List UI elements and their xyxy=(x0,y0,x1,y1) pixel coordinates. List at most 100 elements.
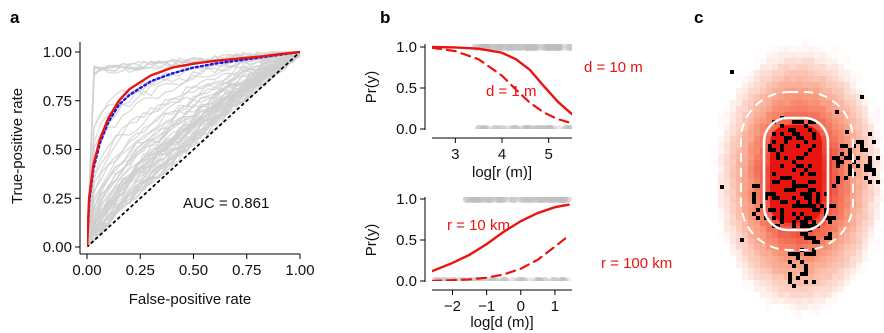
heatmap-cell xyxy=(802,100,808,106)
heatmap-cell xyxy=(820,82,826,88)
heatmap-cell xyxy=(838,52,844,58)
heatmap-cell xyxy=(742,280,748,286)
heatmap-cell xyxy=(808,64,814,70)
heatmap-cell xyxy=(880,226,884,232)
x-tick-label: 0.25 xyxy=(126,262,155,279)
heatmap-cell xyxy=(730,220,736,226)
x-ticks: 345 xyxy=(451,138,553,163)
heatmap-cell xyxy=(856,238,862,244)
occurrence-cell xyxy=(752,212,756,216)
heatmap-cell xyxy=(712,178,718,184)
occurrence-cell xyxy=(780,216,784,220)
occurrence-cell xyxy=(804,236,808,240)
heatmap-cell xyxy=(826,118,832,124)
occurrence-cell xyxy=(868,164,872,168)
heatmap-cell xyxy=(790,100,796,106)
heatmap-cell xyxy=(850,118,856,124)
heatmap-cell xyxy=(868,226,874,232)
occurrence-cell xyxy=(808,236,812,240)
heatmap-cell xyxy=(754,118,760,124)
occurrence-cell xyxy=(788,276,792,280)
occurrence-cell xyxy=(800,232,804,236)
occurrence-cell xyxy=(840,144,844,148)
heatmap-cell xyxy=(832,220,838,226)
heatmap-cell xyxy=(814,64,820,70)
heatmap-cell xyxy=(862,244,868,250)
occurrence-cell xyxy=(720,185,724,189)
heatmap-cell xyxy=(778,274,784,280)
heatmap-cell xyxy=(832,58,838,64)
heatmap-cell xyxy=(760,88,766,94)
heatmap-cell xyxy=(814,82,820,88)
occurrence-cell xyxy=(835,110,839,114)
heatmap-cell xyxy=(724,190,730,196)
heatmap-cell xyxy=(826,250,832,256)
heatmap-cell xyxy=(856,178,862,184)
heatmap-cell xyxy=(838,124,844,130)
y-ticks: 0.00.51.0 xyxy=(396,39,425,138)
heatmap-cell xyxy=(826,106,832,112)
heatmap-cell xyxy=(826,304,832,310)
heatmap-cell xyxy=(844,280,850,286)
heatmap-cell xyxy=(820,262,826,268)
heatmap-cell xyxy=(874,190,880,196)
heatmap-cell xyxy=(730,202,736,208)
heatmap-cell xyxy=(730,106,736,112)
heatmap-cell xyxy=(868,124,874,130)
heatmap-cell xyxy=(790,52,796,58)
heatmap-cell xyxy=(850,262,856,268)
heatmap-cell xyxy=(772,46,778,52)
heatmap-cell xyxy=(748,100,754,106)
heatmap-cell xyxy=(742,118,748,124)
y-ticks: 0.000.250.500.751.00 xyxy=(43,44,80,256)
heatmap-cell xyxy=(778,244,784,250)
heatmap-cell xyxy=(766,280,772,286)
heatmap-cell xyxy=(862,202,868,208)
heatmap-cell xyxy=(844,262,850,268)
observation-point xyxy=(555,125,563,133)
heatmap-cell xyxy=(736,250,742,256)
heatmap-cell xyxy=(838,268,844,274)
heatmap-cell xyxy=(766,46,772,52)
occurrence-cell xyxy=(836,160,840,164)
heatmap-cell xyxy=(766,232,772,238)
heatmap-cell xyxy=(850,286,856,292)
heatmap-cell xyxy=(772,106,778,112)
occurrence-cell xyxy=(812,172,816,176)
panel-label-a: a xyxy=(10,8,20,27)
occurrence-cell xyxy=(772,216,776,220)
occurrence-cell xyxy=(828,216,832,220)
observation-point xyxy=(539,195,547,203)
heatmap-cell xyxy=(784,82,790,88)
observation-point xyxy=(547,43,555,51)
heatmap-cell xyxy=(742,184,748,190)
occurrence-cell xyxy=(768,144,772,148)
heatmap-cell xyxy=(742,88,748,94)
occurrence-cell xyxy=(812,220,816,224)
heatmap-cell xyxy=(736,88,742,94)
heatmap-cell xyxy=(844,88,850,94)
heatmap-cell xyxy=(802,46,808,52)
heatmap-cell xyxy=(880,208,884,214)
heatmap-cell xyxy=(832,190,838,196)
heatmap-cell xyxy=(778,46,784,52)
heatmap-cell xyxy=(832,244,838,250)
heatmap-cell xyxy=(880,178,884,184)
occurrence-cell xyxy=(776,196,780,200)
occurrence-cell xyxy=(792,196,796,200)
heatmap-cell xyxy=(784,40,790,46)
occurrence-cell xyxy=(800,192,804,196)
heatmap-cell xyxy=(796,298,802,304)
heatmap-cell xyxy=(838,76,844,82)
heatmap-cell xyxy=(880,124,884,130)
heatmap-cell xyxy=(844,106,850,112)
heatmap-cell xyxy=(754,160,760,166)
heatmap-cell xyxy=(826,52,832,58)
heatmap-cell xyxy=(844,196,850,202)
heatmap-cell xyxy=(814,310,820,316)
occurrence-cell xyxy=(808,180,812,184)
occurrence-cell xyxy=(796,204,800,208)
heatmap-cell xyxy=(754,58,760,64)
heatmap-cell xyxy=(778,286,784,292)
occurrence-cell xyxy=(772,148,776,152)
